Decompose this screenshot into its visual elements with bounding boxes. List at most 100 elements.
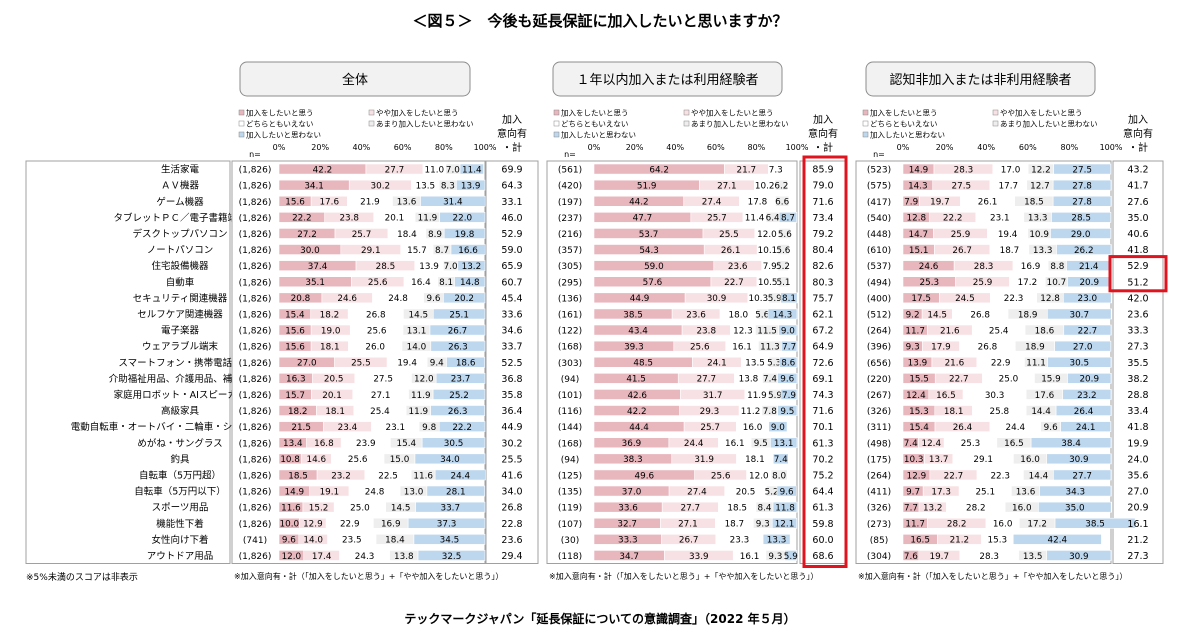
axis-tick-label: 20% xyxy=(311,143,329,152)
bar-segment xyxy=(772,501,798,513)
category-label: セキュリティ関連機器 xyxy=(133,292,228,304)
formula-note: ※加入意向有・計（「加入をしたいと思う」+「やや加入をしたいと思う」） xyxy=(549,571,818,581)
bar-segment xyxy=(1056,244,1112,255)
data-label: 18.1 xyxy=(944,407,964,417)
data-label: 24.8 xyxy=(388,294,408,304)
data-label: 7.4 xyxy=(763,375,777,385)
axis-tick-label: 40% xyxy=(666,143,684,152)
data-label: 15.3 xyxy=(909,407,929,417)
category-label: 家庭用ロボット・AIスピーカー xyxy=(114,389,247,401)
sample-size: (237) xyxy=(558,214,582,224)
data-label: 26.3 xyxy=(448,407,468,417)
data-label: 12.9 xyxy=(303,520,323,530)
data-label: 44.2 xyxy=(629,198,649,208)
legend-swatch xyxy=(238,109,245,116)
category-label: 高級家具 xyxy=(161,405,200,417)
sample-size: (311) xyxy=(867,423,891,433)
sample-size: (396) xyxy=(867,343,891,353)
sum-value: 71.6 xyxy=(812,406,833,417)
data-label: 27.8 xyxy=(1072,181,1092,191)
sum-value: 41.8 xyxy=(1127,245,1148,256)
sum-value: 35.0 xyxy=(1127,213,1148,224)
sum-value: 22.8 xyxy=(501,519,522,530)
sum-value: 23.6 xyxy=(501,535,522,546)
bar-segment xyxy=(1039,485,1112,497)
data-label: 23.6 xyxy=(686,310,706,320)
category-label: アウトドア用品 xyxy=(147,551,214,562)
sample-size: (30) xyxy=(561,536,579,546)
data-label: 8.1 xyxy=(439,278,453,288)
sum-value: 68.6 xyxy=(812,551,833,562)
data-label: 7.9 xyxy=(904,198,918,208)
data-label: 14.3 xyxy=(773,310,793,320)
data-label: 18.4 xyxy=(397,230,417,240)
data-label: 8.8 xyxy=(1050,262,1064,272)
category-label: 電子楽器 xyxy=(161,325,200,337)
sum-value: 51.2 xyxy=(1127,277,1148,288)
data-label: 11.7 xyxy=(905,520,925,530)
sum-value: 60.0 xyxy=(812,535,833,546)
data-label: 17.3 xyxy=(931,487,951,497)
data-label: 37.4 xyxy=(308,262,328,272)
data-label: 13.8 xyxy=(394,552,414,562)
data-label: 11.7 xyxy=(905,326,925,336)
sum-value: 70.2 xyxy=(812,454,833,465)
sum-value: 59.8 xyxy=(812,519,833,530)
data-label: 10.9 xyxy=(1029,230,1049,240)
axis-tick-label: 0% xyxy=(273,143,286,152)
data-label: 18.5 xyxy=(1024,198,1044,208)
sum-value: 59.0 xyxy=(501,245,522,256)
category-label: ウェアラブル端末 xyxy=(142,341,219,353)
bar-segment xyxy=(774,179,788,191)
sample-size: (94) xyxy=(561,455,579,465)
data-label: 25.7 xyxy=(700,423,720,433)
data-label: 51.9 xyxy=(637,181,657,191)
data-label: 11.6 xyxy=(413,471,433,481)
data-label: 8.4 xyxy=(758,503,772,513)
data-label: 9.5 xyxy=(754,439,768,449)
data-label: 30.9 xyxy=(1069,552,1089,562)
bar-segment xyxy=(777,405,798,416)
data-label: 9.0 xyxy=(781,326,795,336)
data-label: 30.2 xyxy=(371,181,391,191)
data-label: 24.6 xyxy=(919,262,939,272)
data-label: 25.3 xyxy=(961,439,981,449)
data-label: 33.7 xyxy=(440,503,460,513)
sum-frame xyxy=(1112,160,1164,564)
data-label: 38.3 xyxy=(623,455,643,465)
sum-value: 75.2 xyxy=(812,470,833,481)
bar-segment xyxy=(1047,308,1112,320)
bar-segment xyxy=(768,163,784,175)
bar-segment xyxy=(415,501,486,513)
sample-size: (498) xyxy=(867,439,891,449)
data-label: 25.5 xyxy=(351,359,371,369)
sample-size: (326) xyxy=(867,504,891,514)
data-label: 32.5 xyxy=(442,552,462,562)
data-label: 27.5 xyxy=(952,181,972,191)
sample-size: (1,826) xyxy=(239,391,272,401)
sum-highlight xyxy=(802,155,848,568)
data-label: 19.4 xyxy=(998,230,1018,240)
data-label: 14.8 xyxy=(460,278,480,288)
data-label: 13.5 xyxy=(745,359,765,369)
data-label: 17.4 xyxy=(312,552,332,562)
data-label: 27.7 xyxy=(681,503,701,513)
data-label: 25.6 xyxy=(367,326,387,336)
bar-segment xyxy=(430,340,486,352)
sum-value: 64.3 xyxy=(501,181,522,192)
bar-segment xyxy=(1051,212,1112,223)
data-label: 27.1 xyxy=(717,181,737,191)
sum-value: 82.6 xyxy=(812,261,833,272)
data-label: 54.3 xyxy=(639,246,659,256)
sample-size: (1,826) xyxy=(239,246,272,256)
data-label: 25.0 xyxy=(999,375,1019,385)
category-label: スポーツ用品 xyxy=(152,503,209,514)
data-label: 18.7 xyxy=(1000,246,1020,256)
data-label: 13.9 xyxy=(908,359,928,369)
sample-size: (304) xyxy=(867,552,891,562)
bar-segment xyxy=(777,260,789,272)
data-label: 9.5 xyxy=(780,407,794,417)
data-label: 26.7 xyxy=(448,326,468,336)
bar-segment xyxy=(457,260,486,272)
sample-size: (741) xyxy=(243,536,267,546)
